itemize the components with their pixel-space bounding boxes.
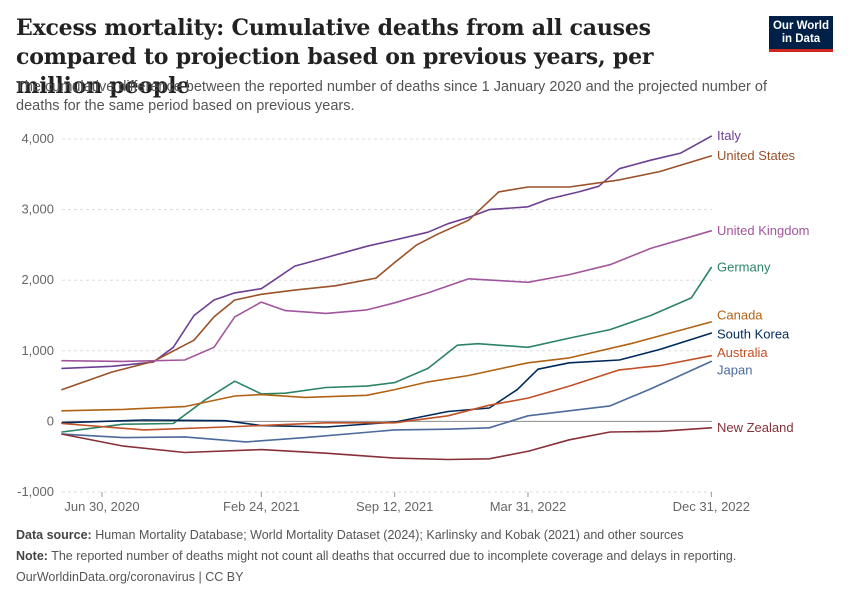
chart-title: Excess mortality: Cumulative deaths from… xyxy=(16,15,654,99)
y-tick-label: 3,000 xyxy=(21,202,54,217)
chart-subtitle: The cumulative difference between the re… xyxy=(16,79,767,114)
y-tick-label: 4,000 xyxy=(21,131,54,146)
note-text: The reported number of deaths might not … xyxy=(51,549,737,563)
series-line-australia[interactable] xyxy=(61,354,713,431)
series-label-canada[interactable]: Canada xyxy=(717,308,763,323)
x-axis-ticks: Jun 30, 2020 Feb 24, 2021 Sep 12, 2021 Mar … xyxy=(64,492,750,514)
series-line-germany[interactable] xyxy=(61,266,713,433)
series-label-united-kingdom[interactable]: United Kingdom xyxy=(717,223,810,238)
logo-line-2: in Data xyxy=(781,33,821,45)
footer-note: Note: The reported number of deaths migh… xyxy=(16,549,836,563)
x-tick-label: Jun 30, 2020 xyxy=(64,499,139,514)
series-label-italy[interactable]: Italy xyxy=(717,128,741,143)
y-axis-ticks: -1,000 0 1,000 2,000 3,000 4,000 xyxy=(17,131,54,499)
logo-accent-bar xyxy=(769,49,833,52)
x-tick-label: Mar 31, 2022 xyxy=(490,499,567,514)
series-label-new-zealand[interactable]: New Zealand xyxy=(717,420,794,435)
gridlines xyxy=(62,138,712,493)
series-line-canada[interactable] xyxy=(61,321,713,412)
series-label-japan[interactable]: Japan xyxy=(717,363,752,378)
series-line-new-zealand[interactable] xyxy=(61,426,713,461)
x-tick-label: Feb 24, 2021 xyxy=(223,499,300,514)
y-tick-label: 2,000 xyxy=(21,272,54,287)
source-label: Data source: xyxy=(16,528,92,542)
y-tick-label: -1,000 xyxy=(17,484,54,499)
footer-source: Data source: Human Mortality Database; W… xyxy=(16,528,836,542)
series-label-australia[interactable]: Australia xyxy=(717,345,768,360)
series-line-united-states[interactable] xyxy=(61,155,713,391)
series-label-united-states[interactable]: United States xyxy=(717,148,796,163)
logo-line-1: Our World xyxy=(772,20,829,32)
x-tick-label: Sep 12, 2021 xyxy=(356,499,433,514)
y-tick-label: 1,000 xyxy=(21,343,54,358)
source-text: Human Mortality Database; World Mortalit… xyxy=(95,528,684,542)
x-tick-label: Dec 31, 2022 xyxy=(673,499,750,514)
footer-credit[interactable]: OurWorldinData.org/coronavirus | CC BY xyxy=(16,570,836,584)
series-line-italy[interactable] xyxy=(61,135,713,370)
series-line-japan[interactable] xyxy=(61,360,713,443)
series-label-germany[interactable]: Germany xyxy=(717,259,771,274)
series-label-south-korea[interactable]: South Korea xyxy=(717,327,790,342)
series-lines xyxy=(61,135,713,461)
series-labels: Italy United States United Kingdom Germany C… xyxy=(717,128,810,435)
series-line-united-kingdom[interactable] xyxy=(61,230,713,363)
note-label: Note: xyxy=(16,549,48,563)
owid-logo[interactable]: Our World in Data xyxy=(769,16,833,52)
y-tick-label: 0 xyxy=(47,413,54,428)
credit-link[interactable]: OurWorldinData.org/coronavirus | CC BY xyxy=(16,570,244,584)
